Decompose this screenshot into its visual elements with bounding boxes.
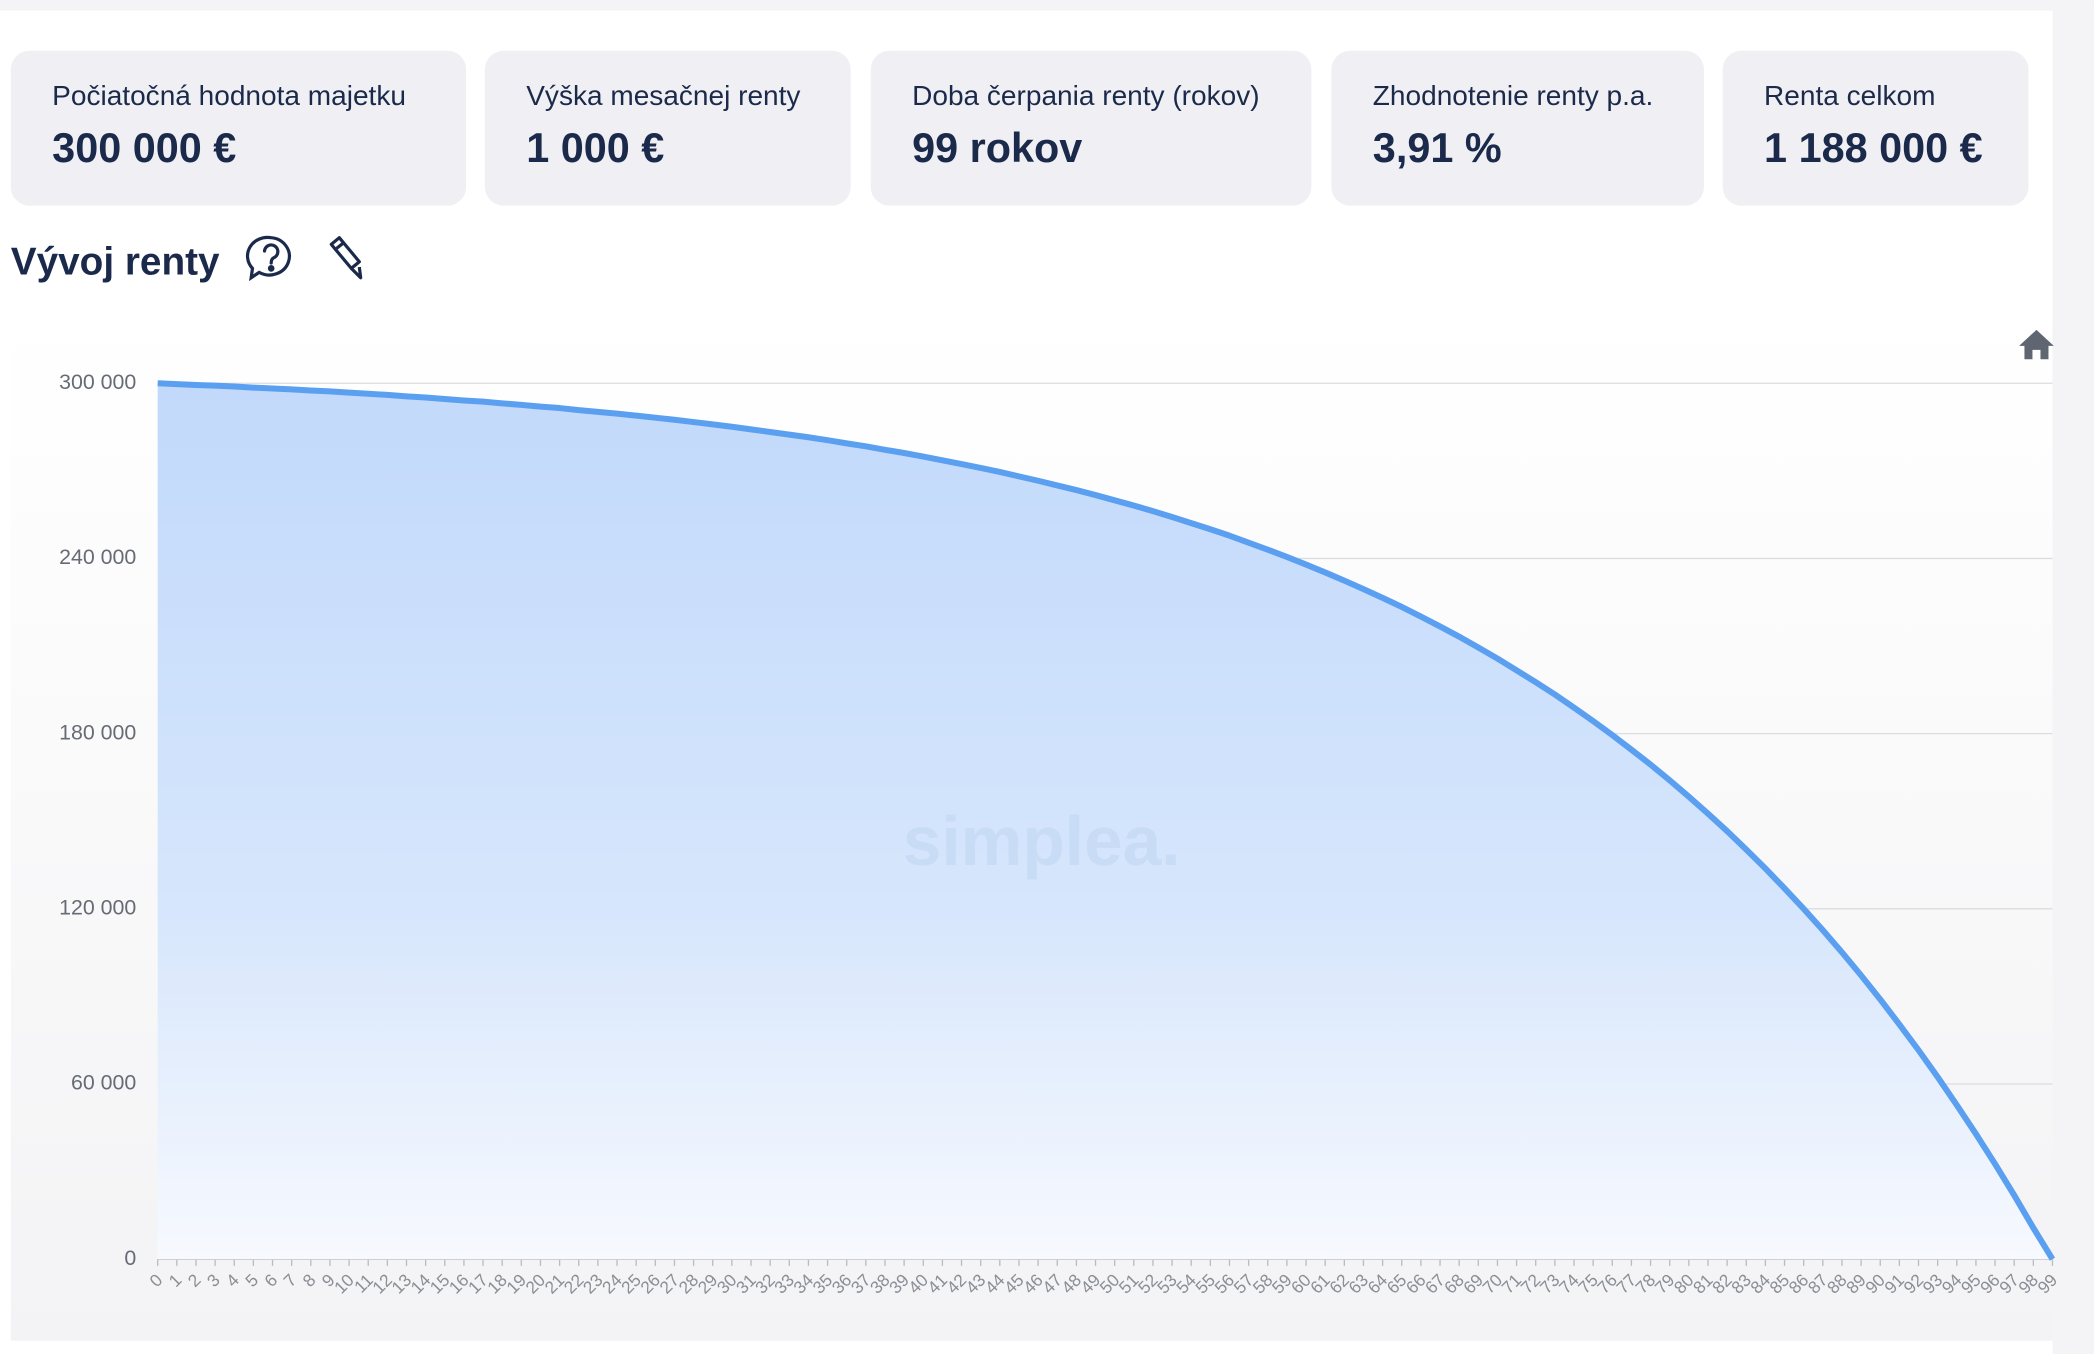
card-label: Renta celkom — [1764, 80, 1935, 111]
card-value: 300 000 € — [52, 125, 236, 171]
card-background — [1722, 50, 2029, 206]
info-card: Počiatočná hodnota majetku 300 000 € — [10, 50, 467, 206]
card-label: Zhodnotenie renty p.a. — [1373, 80, 1654, 111]
y-tick-label: 120 000 — [59, 895, 136, 919]
watermark: simplea. — [903, 802, 1181, 880]
card-background — [870, 50, 1312, 206]
card-value: 3,91 % — [1373, 125, 1502, 171]
y-tick-label: 0 — [124, 1246, 136, 1270]
area-fill — [157, 383, 2053, 1260]
section-title: Vývoj renty — [11, 241, 220, 284]
info-card: Výška mesačnej renty 1 000 € — [484, 50, 851, 206]
card-value: 1 000 € — [526, 125, 664, 171]
y-tick-label: 60 000 — [71, 1071, 136, 1095]
help-icon[interactable] — [245, 235, 291, 282]
info-card: Doba čerpania renty (rokov) 99 rokov — [870, 50, 1312, 206]
info-card: Renta celkom 1 188 000 € — [1722, 50, 2029, 206]
edit-icon[interactable] — [329, 236, 363, 280]
card-label: Doba čerpania renty (rokov) — [912, 80, 1259, 111]
y-tick-label: 180 000 — [59, 720, 136, 744]
area-line — [157, 380, 2056, 1261]
card-value: 99 rokov — [912, 125, 1082, 171]
card-value: 1 188 000 € — [1764, 125, 1983, 171]
card-background — [1331, 50, 1704, 206]
card-background — [484, 50, 851, 206]
cards: Počiatočná hodnota majetku 300 000 € Výška… — [10, 50, 2029, 206]
y-tick-label: 300 000 — [59, 370, 136, 394]
y-tick-label: 240 000 — [59, 545, 136, 569]
side-strip — [2052, 0, 2094, 1354]
top-strip — [0, 0, 2094, 11]
card-label: Výška mesačnej renty — [526, 80, 800, 111]
home-icon[interactable] — [2019, 329, 2054, 360]
info-card: Zhodnotenie renty p.a. 3,91 % — [1331, 50, 1704, 206]
card-label: Počiatočná hodnota majetku — [52, 80, 406, 111]
card-background — [10, 50, 467, 206]
